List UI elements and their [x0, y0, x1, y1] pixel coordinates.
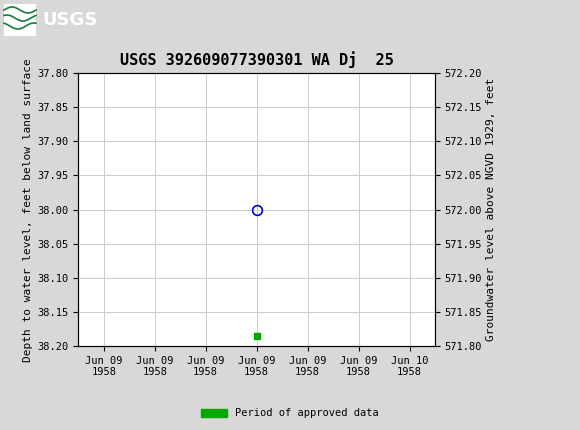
FancyBboxPatch shape — [4, 4, 36, 36]
Text: USGS: USGS — [42, 11, 97, 29]
Title: USGS 392609077390301 WA Dj  25: USGS 392609077390301 WA Dj 25 — [120, 51, 393, 68]
Y-axis label: Groundwater level above NGVD 1929, feet: Groundwater level above NGVD 1929, feet — [487, 78, 496, 341]
Legend: Period of approved data: Period of approved data — [197, 404, 383, 423]
Y-axis label: Depth to water level, feet below land surface: Depth to water level, feet below land su… — [23, 58, 33, 362]
